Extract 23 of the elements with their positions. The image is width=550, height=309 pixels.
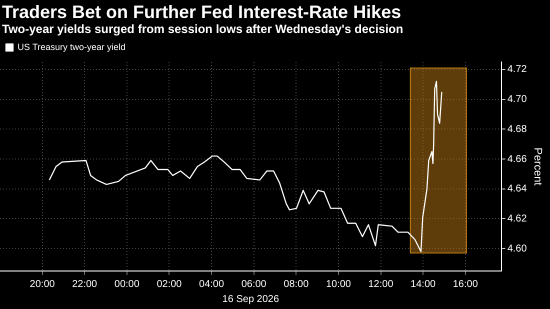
x-tick-label: 14:00 xyxy=(410,278,436,290)
chart-subtitle: Two-year yields surged from session lows after Wednesday's decision xyxy=(1,22,404,37)
y-tick-label: 4.68 xyxy=(507,124,528,135)
x-tick-label: 20:00 xyxy=(30,278,56,290)
y-tick-label: 4.72 xyxy=(507,64,528,76)
x-tick-label: 00:00 xyxy=(114,278,140,290)
x-tick-label: 10:00 xyxy=(326,278,352,290)
x-tick-label: 12:00 xyxy=(368,278,394,290)
x-tick-label: 08:00 xyxy=(284,278,310,290)
x-tick-label: 04:00 xyxy=(199,278,224,290)
y-tick-label: 4.66 xyxy=(507,154,528,165)
legend-label: US Treasury two-year yield xyxy=(18,42,126,52)
y-tick-label: 4.70 xyxy=(507,94,528,106)
y-axis-title: Percent xyxy=(531,148,544,186)
y-tick-label: 4.62 xyxy=(507,214,528,224)
x-tick-label: 16:00 xyxy=(452,278,478,290)
y-tick-label: 4.64 xyxy=(507,184,528,195)
x-axis-title: 16 Sep 2026 xyxy=(222,294,280,305)
chart-title: Traders Bet on Further Fed Interest-Rate Hikes xyxy=(1,1,402,22)
x-tick-label: 22:00 xyxy=(72,278,98,290)
x-tick-label: 02:00 xyxy=(156,278,182,290)
x-tick-label: 06:00 xyxy=(241,278,267,290)
y-tick-label: 4.60 xyxy=(507,243,528,254)
